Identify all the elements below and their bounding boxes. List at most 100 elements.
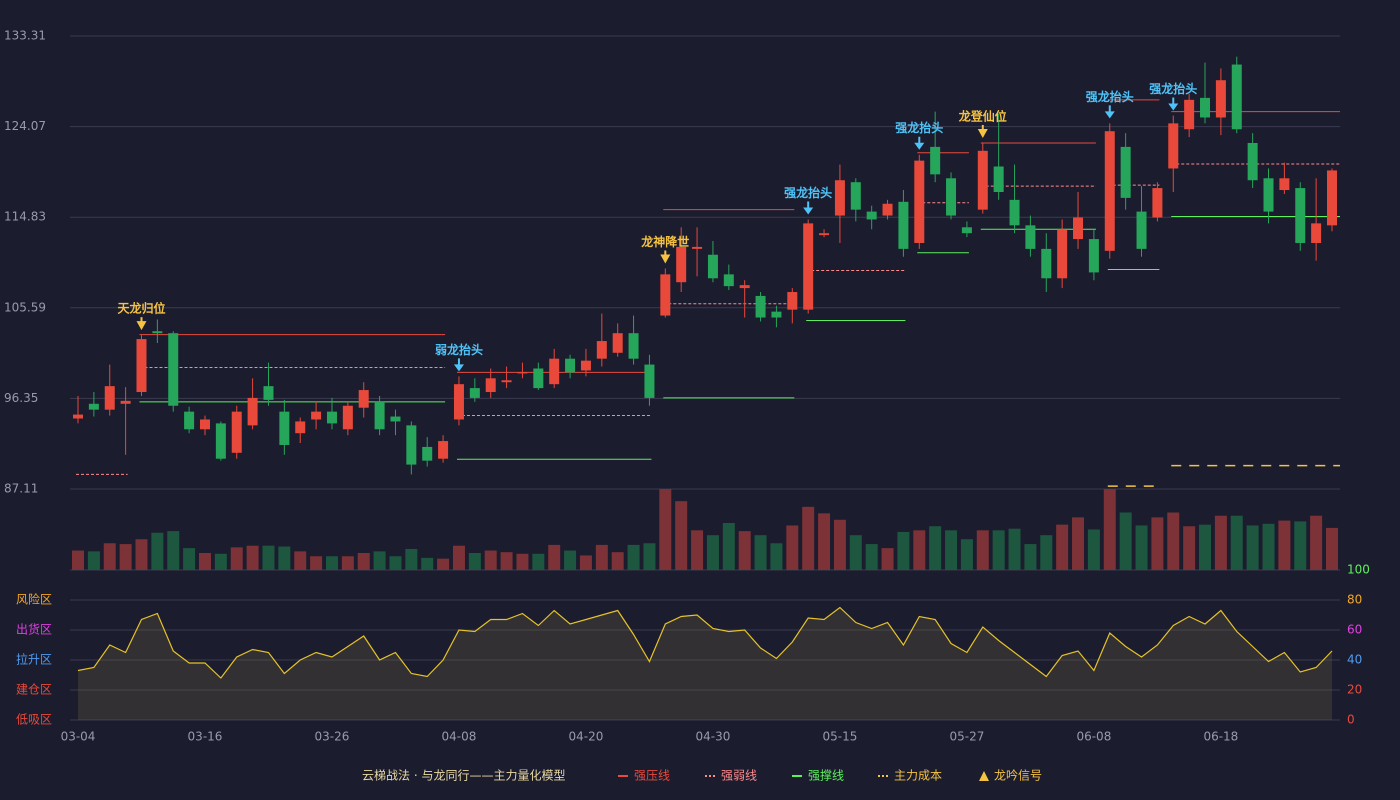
candle-body <box>533 368 544 389</box>
candle-body <box>1200 97 1211 118</box>
candle-body <box>580 360 591 371</box>
zone-label: 建仓区 <box>16 683 52 697</box>
candle-body <box>914 160 925 243</box>
candle-body <box>644 364 655 398</box>
candle-body <box>501 380 512 383</box>
y2-tick-label: 40 <box>1347 653 1362 667</box>
zone-label: 出货区 <box>16 622 52 637</box>
candle-body <box>1073 217 1084 240</box>
candle-body <box>676 246 687 283</box>
volume-bar <box>468 552 481 570</box>
volume-bar <box>1087 529 1100 570</box>
candle-body <box>1152 188 1163 218</box>
y-tick-label: 133.31 <box>4 29 46 43</box>
volume-bar <box>691 530 704 570</box>
zone-label: 拉升区 <box>16 652 52 667</box>
x-tick-label: 05-27 <box>949 730 984 744</box>
volume-bar <box>103 543 116 570</box>
volume-bar <box>913 530 926 570</box>
volume-bar <box>452 545 465 570</box>
volume-bar <box>849 535 862 570</box>
volume-bar <box>437 558 450 570</box>
volume-bar <box>421 557 434 570</box>
volume-bar <box>373 551 386 570</box>
volume-bar <box>706 535 719 570</box>
indicator-area <box>78 607 1332 720</box>
signal-triangle <box>136 321 147 331</box>
candle-body <box>263 386 274 400</box>
y-tick-label: 96.35 <box>4 391 38 405</box>
candle-body <box>422 446 433 461</box>
signal-label: 天龙归位 <box>117 301 165 316</box>
legend-swatch <box>979 771 989 781</box>
candle-body <box>755 295 766 318</box>
candle-body <box>1009 199 1020 226</box>
legend-label: 龙吟信号 <box>994 768 1042 783</box>
volume-bar <box>1326 527 1338 570</box>
volume-bar <box>929 526 942 570</box>
volume-bar <box>976 530 989 570</box>
candle-body <box>390 416 401 422</box>
candle-body <box>136 339 147 393</box>
candle-body <box>739 285 750 289</box>
volume-bar <box>532 553 545 570</box>
candle-body <box>834 180 845 216</box>
candle-body <box>1311 223 1322 243</box>
candle-body <box>977 150 988 210</box>
volume-bar <box>659 489 672 570</box>
candle-body <box>1247 142 1258 181</box>
volume-bar <box>516 553 529 570</box>
x-tick-label: 03-26 <box>315 730 350 744</box>
candle-body <box>819 233 830 236</box>
volume-bar <box>1262 523 1275 570</box>
volume-bar <box>167 531 180 570</box>
volume-bar <box>357 552 370 570</box>
volume-bar <box>1167 512 1180 570</box>
volume-bar <box>1230 515 1243 570</box>
volume-bar <box>786 525 799 570</box>
candle-body <box>215 423 226 459</box>
volume-bar <box>833 519 846 570</box>
volume-bar <box>945 530 958 570</box>
volume-bar <box>1040 535 1053 570</box>
volume-bar <box>151 532 164 570</box>
candle-body <box>850 182 861 210</box>
candle-body <box>993 166 1004 193</box>
y-tick-label: 124.07 <box>4 119 46 133</box>
volume-bar <box>1183 526 1196 570</box>
candle-body <box>1104 131 1115 251</box>
volume-bar <box>1072 517 1085 570</box>
signal-arrow-head <box>1168 103 1179 111</box>
signal-label: 强龙抬头 <box>1149 81 1197 96</box>
candle-body <box>596 341 607 359</box>
x-tick-label: 04-30 <box>695 730 730 744</box>
volume-bar <box>183 548 196 570</box>
candle-body <box>374 401 385 430</box>
candle-body <box>1263 178 1274 212</box>
indicator-line <box>77 606 1333 679</box>
candle-body <box>88 403 99 410</box>
volume-bar <box>802 506 815 570</box>
volume-bar <box>579 555 592 570</box>
candle-body <box>1168 123 1179 169</box>
candle-body <box>1136 211 1147 249</box>
volume-bar <box>611 552 624 570</box>
candle-body <box>628 333 639 359</box>
volume-bar <box>1294 521 1307 570</box>
candle-body <box>247 397 258 426</box>
volume-bar <box>992 530 1005 570</box>
volume-bar <box>548 544 561 570</box>
candle-body <box>961 227 972 234</box>
signal-arrow-head <box>1104 111 1115 119</box>
y2-tick-label: 60 <box>1347 623 1362 637</box>
volume-bar <box>278 546 291 570</box>
volume-bar <box>246 545 259 570</box>
signal-triangle <box>977 128 988 138</box>
y-tick-label: 87.11 <box>4 482 38 496</box>
candle-body <box>517 372 528 374</box>
candle-body <box>342 405 353 430</box>
candle-body <box>1025 225 1036 249</box>
legend-label: 强撑线 <box>808 768 844 783</box>
legend-label: 强压线 <box>634 769 670 783</box>
